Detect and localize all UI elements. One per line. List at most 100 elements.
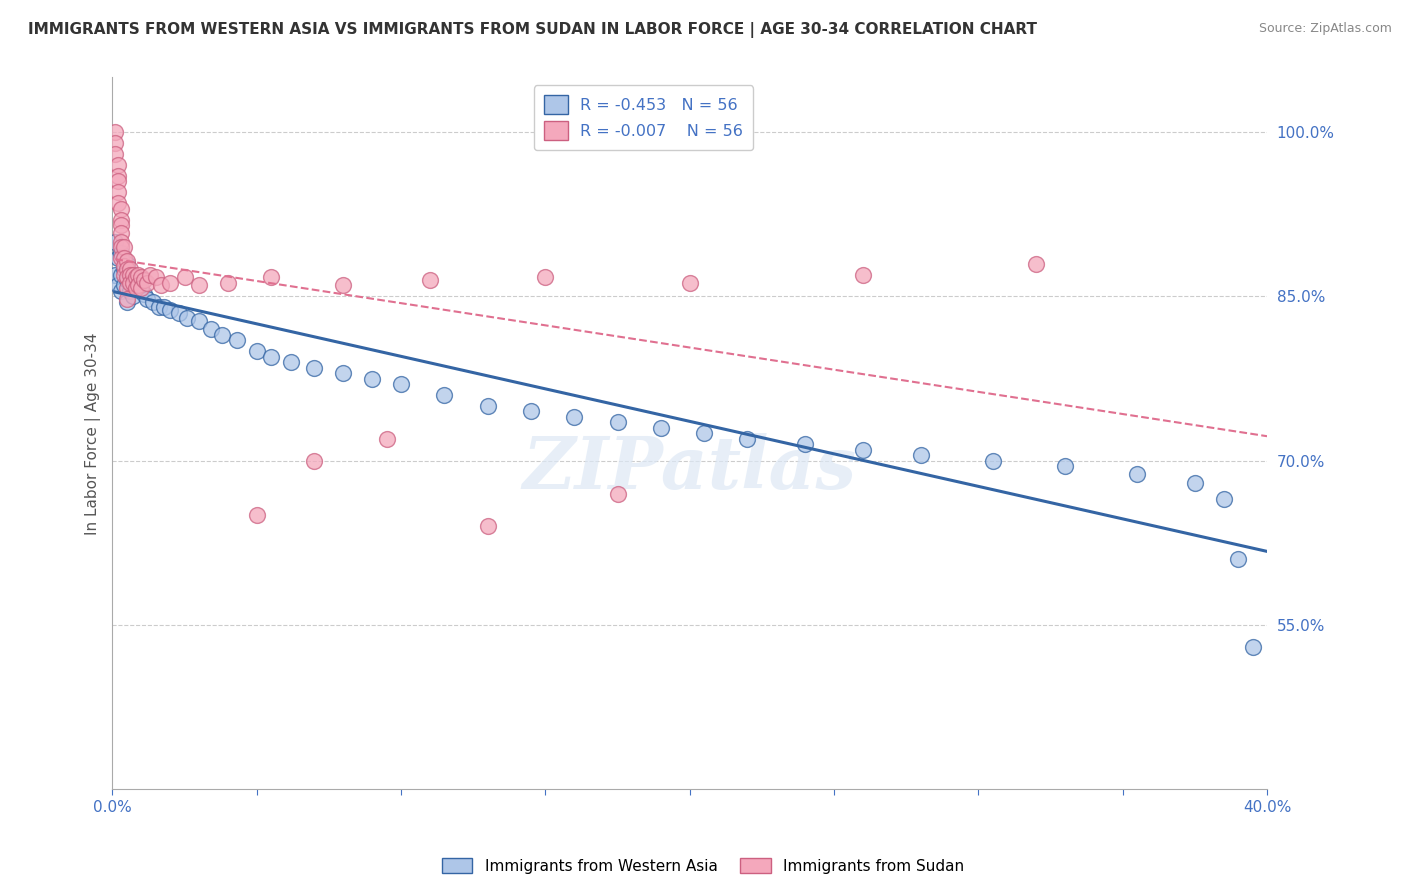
Point <box>136 292 159 306</box>
Point <box>332 278 354 293</box>
Point <box>520 404 543 418</box>
Point <box>107 158 129 172</box>
Point <box>145 269 167 284</box>
Point <box>389 377 412 392</box>
Point <box>794 437 817 451</box>
Point <box>112 240 135 254</box>
Point <box>260 350 283 364</box>
Point <box>606 486 628 500</box>
Point <box>110 202 132 216</box>
Point <box>110 240 132 254</box>
Point <box>110 245 132 260</box>
Point <box>110 284 132 298</box>
Point <box>1126 467 1149 481</box>
Point <box>852 442 875 457</box>
Point <box>124 280 146 294</box>
Point <box>115 269 138 284</box>
Point <box>148 301 170 315</box>
Point <box>304 453 326 467</box>
Point <box>332 366 354 380</box>
Point <box>115 292 138 306</box>
Legend: Immigrants from Western Asia, Immigrants from Sudan: Immigrants from Western Asia, Immigrants… <box>436 852 970 880</box>
Point <box>112 251 135 265</box>
Point <box>679 277 702 291</box>
Point <box>981 453 1004 467</box>
Point <box>693 426 716 441</box>
Point <box>134 273 156 287</box>
Text: Source: ZipAtlas.com: Source: ZipAtlas.com <box>1258 22 1392 36</box>
Point <box>110 268 132 282</box>
Point <box>121 289 143 303</box>
Point <box>127 268 149 282</box>
Point <box>650 421 672 435</box>
Point <box>150 278 173 293</box>
Point <box>173 269 195 284</box>
Point <box>104 268 127 282</box>
Point <box>115 254 138 268</box>
Point <box>107 251 129 265</box>
Point <box>1184 475 1206 490</box>
Legend: R = -0.453   N = 56, R = -0.007    N = 56: R = -0.453 N = 56, R = -0.007 N = 56 <box>534 86 754 150</box>
Point <box>129 280 152 294</box>
Point <box>110 251 132 265</box>
Point <box>129 269 152 284</box>
Point <box>118 268 141 282</box>
Point <box>188 278 211 293</box>
Point <box>134 287 156 301</box>
Point <box>200 322 222 336</box>
Point <box>1053 459 1076 474</box>
Point <box>124 269 146 284</box>
Point <box>104 125 127 139</box>
Point <box>534 269 557 284</box>
Point <box>121 268 143 282</box>
Point <box>118 277 141 291</box>
Point <box>127 278 149 293</box>
Point <box>110 212 132 227</box>
Point <box>110 235 132 249</box>
Point <box>124 278 146 293</box>
Point <box>211 327 233 342</box>
Point <box>104 136 127 150</box>
Point <box>104 147 127 161</box>
Point <box>118 268 141 282</box>
Point <box>139 268 162 282</box>
Point <box>107 278 129 293</box>
Point <box>246 344 269 359</box>
Point <box>910 448 932 462</box>
Point <box>176 311 198 326</box>
Point <box>136 277 159 291</box>
Point <box>112 259 135 273</box>
Point <box>142 294 165 309</box>
Point <box>1227 552 1250 566</box>
Text: ZIPatlas: ZIPatlas <box>523 434 856 504</box>
Point <box>107 169 129 183</box>
Point <box>225 333 247 347</box>
Point <box>477 519 499 533</box>
Point <box>110 226 132 240</box>
Point <box>167 306 190 320</box>
Point <box>121 268 143 282</box>
Point <box>1212 491 1234 506</box>
Point <box>159 277 181 291</box>
Point <box>304 360 326 375</box>
Point <box>118 262 141 277</box>
Point <box>606 415 628 429</box>
Text: IMMIGRANTS FROM WESTERN ASIA VS IMMIGRANTS FROM SUDAN IN LABOR FORCE | AGE 30-34: IMMIGRANTS FROM WESTERN ASIA VS IMMIGRAN… <box>28 22 1038 38</box>
Point <box>1025 256 1047 270</box>
Point <box>217 277 239 291</box>
Y-axis label: In Labor Force | Age 30-34: In Labor Force | Age 30-34 <box>86 332 101 534</box>
Point <box>361 371 384 385</box>
Point <box>112 268 135 282</box>
Point <box>115 273 138 287</box>
Point <box>107 174 129 188</box>
Point <box>188 313 211 327</box>
Point <box>115 256 138 270</box>
Point <box>562 409 585 424</box>
Point <box>477 399 499 413</box>
Point <box>159 302 181 317</box>
Point <box>115 262 138 277</box>
Point <box>280 355 302 369</box>
Point <box>419 273 441 287</box>
Point <box>118 284 141 298</box>
Point <box>1241 640 1264 654</box>
